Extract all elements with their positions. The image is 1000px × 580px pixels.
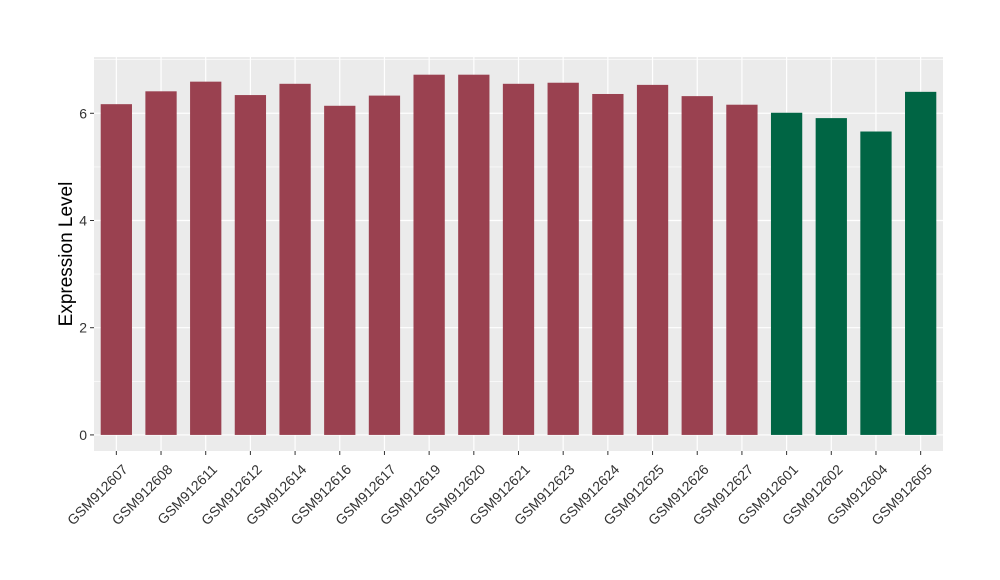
y-tick-label: 4 — [79, 212, 87, 228]
y-tick-label: 0 — [79, 427, 87, 443]
bar-GSM912621 — [502, 83, 535, 435]
bar-GSM912617 — [368, 95, 401, 435]
bars — [100, 74, 937, 435]
y-axis-title: Expression Level — [56, 182, 77, 327]
bar-GSM912611 — [190, 81, 222, 435]
bar-GSM912614 — [279, 83, 311, 435]
bar-GSM912625 — [636, 84, 669, 435]
x-axis-ticks: GSM912607GSM912608GSM912611GSM912612GSM9… — [64, 451, 935, 528]
bar-GSM912624 — [592, 93, 624, 435]
y-axis-ticks: 0 2 4 6 — [79, 105, 94, 443]
bar-GSM912627 — [726, 104, 758, 435]
bar-GSM912604 — [860, 131, 892, 435]
bar-GSM912612 — [234, 95, 267, 435]
bar-GSM912626 — [681, 96, 713, 435]
y-tick-label: 2 — [79, 320, 87, 336]
bar-GSM912601 — [770, 112, 803, 435]
bar-GSM912602 — [815, 118, 847, 435]
y-tick-label: 6 — [79, 105, 87, 121]
bar-GSM912616 — [324, 105, 356, 435]
bar-GSM912607 — [100, 104, 132, 435]
bar-GSM912608 — [145, 91, 177, 435]
bar-GSM912623 — [547, 82, 579, 435]
bar-GSM912620 — [458, 74, 490, 435]
bar-GSM912619 — [413, 74, 445, 435]
bar-GSM912605 — [905, 91, 937, 435]
